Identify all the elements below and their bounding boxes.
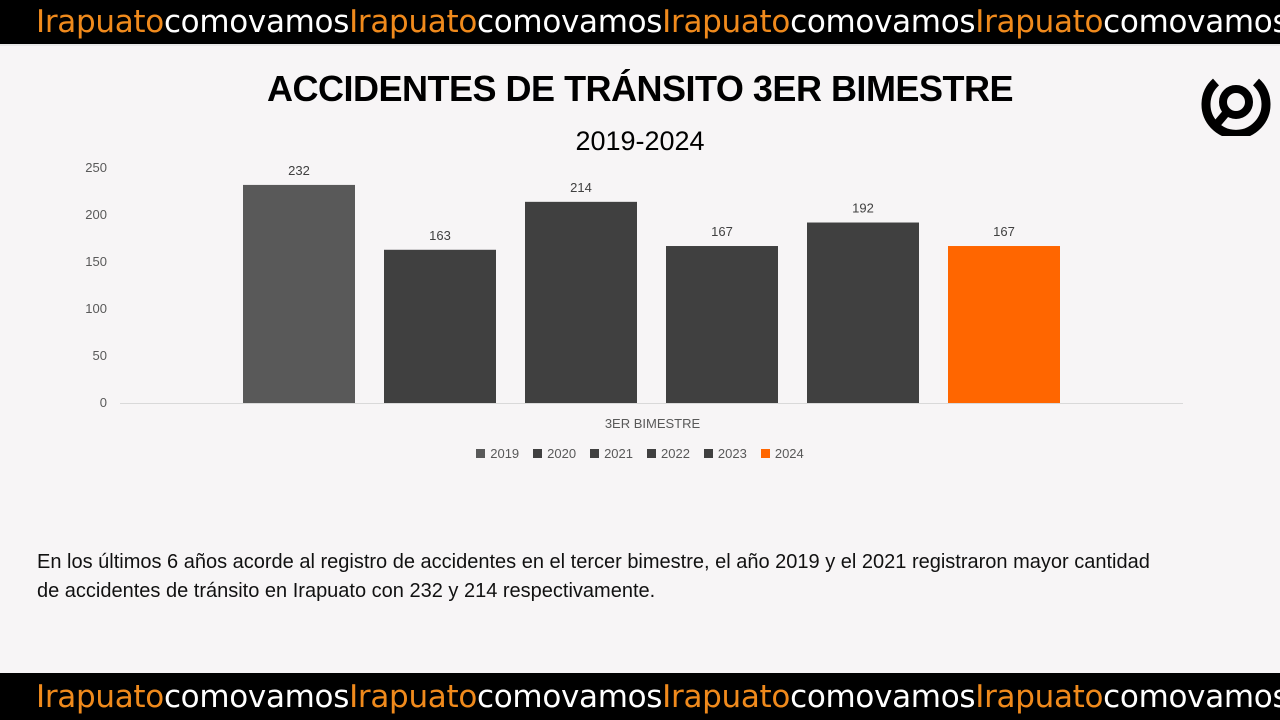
banner-segment: comovamos bbox=[163, 4, 350, 40]
legend-swatch bbox=[760, 449, 770, 458]
data-label-2023: 192 bbox=[852, 201, 874, 216]
banner-segment: comovamos bbox=[1103, 678, 1280, 715]
legend-item-2023: 2023 bbox=[703, 446, 747, 461]
banner-segment: Irapuato bbox=[349, 4, 478, 40]
bar-2022 bbox=[666, 246, 778, 403]
legend-item-2024: 2024 bbox=[760, 446, 804, 461]
banner-text: IrapuatocomovamosIrapuatocomovamosIrapua… bbox=[0, 679, 1280, 715]
legend-swatch bbox=[476, 449, 486, 458]
data-label-2024: 167 bbox=[993, 224, 1015, 239]
legend-item-2020: 2020 bbox=[533, 446, 576, 461]
y-axis-ticks: 0 50 100 150 200 250 bbox=[85, 160, 107, 410]
bar-2019 bbox=[243, 184, 355, 403]
legend-label: 2023 bbox=[717, 446, 747, 461]
summary-paragraph: En los últimos 6 años acorde al registro… bbox=[37, 551, 1150, 602]
banner-segment: comovamos bbox=[790, 678, 976, 715]
banner-segment: Irapuato bbox=[975, 4, 1104, 40]
data-label-2021: 214 bbox=[570, 180, 592, 195]
banner-segment: comovamos bbox=[163, 678, 350, 715]
bar-2021 bbox=[525, 201, 637, 403]
y-tick-label: 250 bbox=[85, 160, 107, 175]
bar-2023 bbox=[807, 222, 919, 403]
legend-swatch bbox=[533, 449, 543, 458]
chart-legend: 2019 2020 2021 2022 2023 2024 bbox=[0, 446, 1280, 461]
y-tick-label: 100 bbox=[85, 301, 107, 316]
banner-segment: Irapuato bbox=[662, 678, 791, 715]
banner-text: IrapuatocomovamosIrapuatocomovamosIrapua… bbox=[0, 4, 1280, 40]
banner-segment: comovamos bbox=[790, 4, 976, 40]
legend-label: 2021 bbox=[604, 446, 633, 461]
banner-segment: comovamos bbox=[477, 4, 663, 40]
y-tick-label: 150 bbox=[85, 254, 107, 269]
bar-2024 bbox=[948, 246, 1060, 403]
data-labels-group: 232 163 214 167 192 167 bbox=[288, 163, 1015, 243]
banner-segment: Irapuato bbox=[975, 678, 1104, 715]
banner-segment: Irapuato bbox=[36, 4, 164, 40]
legend-label: 2019 bbox=[490, 446, 520, 461]
legend-item-2019: 2019 bbox=[476, 446, 519, 461]
magnifier-circle-logo-icon bbox=[1201, 78, 1271, 136]
chart-subtitle: 2019-2024 bbox=[575, 126, 705, 156]
x-category-label: 3ER BIMESTRE bbox=[605, 416, 701, 431]
data-label-2022: 167 bbox=[711, 224, 733, 239]
data-label-2019: 232 bbox=[288, 163, 310, 178]
chart-title: ACCIDENTES DE TRÁNSITO 3ER BIMESTRE bbox=[267, 68, 1013, 109]
legend-item-2021: 2021 bbox=[590, 446, 633, 461]
banner-segment: Irapuato bbox=[349, 678, 478, 715]
legend-label: 2020 bbox=[547, 446, 577, 461]
bars-group bbox=[243, 184, 1060, 403]
legend-label: 2022 bbox=[661, 446, 690, 461]
legend-item-2022: 2022 bbox=[647, 446, 690, 461]
legend-swatch bbox=[647, 449, 656, 458]
bar-2020 bbox=[384, 249, 496, 403]
data-label-2020: 163 bbox=[429, 228, 451, 243]
y-tick-label: 200 bbox=[85, 207, 107, 222]
banner-segment: comovamos bbox=[1103, 4, 1280, 40]
top-banner: IrapuatocomovamosIrapuatocomovamosIrapua… bbox=[0, 0, 1280, 46]
bottom-banner: IrapuatocomovamosIrapuatocomovamosIrapua… bbox=[0, 673, 1280, 720]
legend-label: 2024 bbox=[774, 446, 804, 461]
y-tick-label: 0 bbox=[100, 395, 107, 410]
banner-segment: Irapuato bbox=[36, 678, 164, 715]
legend-swatch bbox=[590, 449, 600, 458]
y-tick-label: 50 bbox=[93, 348, 107, 363]
banner-segment: comovamos bbox=[477, 678, 663, 715]
banner-segment: Irapuato bbox=[662, 4, 791, 40]
bar-chart: 0 50 100 150 200 250 232 163 214 167 192 167 3ER B… bbox=[85, 160, 1183, 431]
legend-swatch bbox=[703, 449, 713, 458]
